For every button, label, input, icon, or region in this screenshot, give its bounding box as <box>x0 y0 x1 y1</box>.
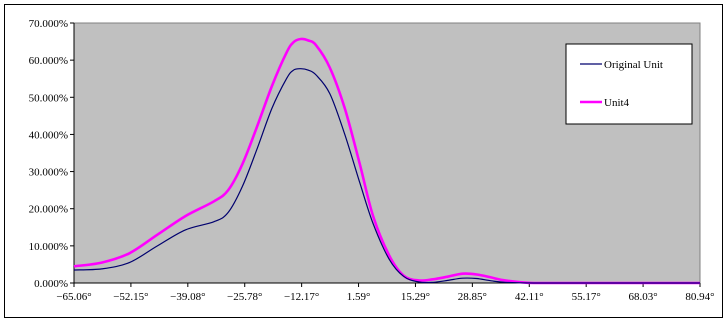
series-line-original-unit <box>73 68 700 284</box>
x-tick-label: 1.59° <box>347 291 371 303</box>
x-tick-label: 55.17° <box>572 291 601 303</box>
y-axis: 0.000% 10.000% 20.000% 30.000% 40.000% 50.000… <box>29 18 75 290</box>
y-tick-label: 20.000% <box>29 204 68 216</box>
y-tick-label: 70.000% <box>29 18 68 30</box>
y-tick-label: 10.000% <box>29 241 68 253</box>
series-line-unit4 <box>73 37 700 285</box>
x-axis: −65.06° −52.15° −39.08° −25.78° −12.17° 1.59°… <box>56 282 715 303</box>
x-tick-label: −25.78° <box>227 291 262 303</box>
x-tick-label: 28.85° <box>458 291 487 303</box>
y-tick-label: 50.000% <box>29 92 68 104</box>
x-tick-label: −65.06° <box>56 291 91 303</box>
x-tick-label: 80.94° <box>685 291 714 303</box>
x-tick-label: −12.17° <box>284 291 319 303</box>
legend: Original Unit Unit4 <box>565 43 693 125</box>
x-tick-label: −39.08° <box>170 291 205 303</box>
y-tick-label: 30.000% <box>29 167 68 179</box>
x-tick-label: 42.11° <box>515 291 544 303</box>
x-tick-label: 68.03° <box>629 291 658 303</box>
y-tick-label: 0.000% <box>34 278 68 290</box>
y-tick-label: 60.000% <box>29 55 68 67</box>
x-tick-label: −52.15° <box>113 291 148 303</box>
x-tick-label: 15.29° <box>401 291 430 303</box>
legend-label: Original Unit <box>604 59 663 71</box>
legend-label: Unit4 <box>604 97 630 109</box>
series-layer <box>73 37 700 285</box>
y-tick-label: 40.000% <box>29 129 68 141</box>
legend-box <box>565 43 693 125</box>
